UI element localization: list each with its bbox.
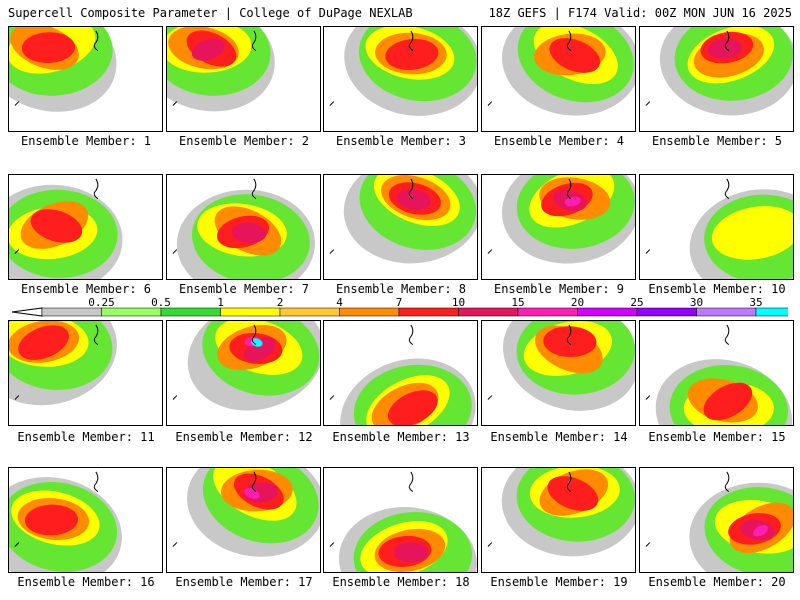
ensemble-member-label: Ensemble Member: 8 <box>335 282 467 296</box>
colorbar-tick-label: 4 <box>336 296 343 309</box>
ensemble-panel-20 <box>639 467 794 573</box>
title-right: 18Z GEFS | F174 Valid: 00Z MON JUN 16 20… <box>488 6 792 20</box>
scp-field-map <box>329 324 476 425</box>
ensemble-member-label: Ensemble Member: 9 <box>493 282 625 296</box>
colorbar <box>12 307 788 317</box>
ensemble-panel-16 <box>8 467 163 573</box>
ensemble-panel-17 <box>166 467 321 573</box>
ensemble-member-label: Ensemble Member: 2 <box>178 134 310 148</box>
colorbar-swatch <box>160 307 221 317</box>
scp-field-map <box>9 178 123 279</box>
scp-field-map <box>9 321 117 406</box>
ensemble-panel-3 <box>323 26 478 132</box>
scp-field-map <box>645 27 793 116</box>
scp-field-map <box>167 27 275 112</box>
scp-field-map <box>487 175 635 264</box>
ensemble-member-label: Ensemble Member: 5 <box>651 134 783 148</box>
scp-field-map <box>487 27 635 116</box>
ensemble-member-label: Ensemble Member: 10 <box>648 282 786 296</box>
ensemble-panel-2 <box>166 26 321 132</box>
ensemble-panel-6 <box>8 174 163 280</box>
colorbar-swatch <box>755 307 788 317</box>
colorbar-swatch <box>339 307 400 317</box>
colorbar-labels: 0.25 0.5 1 2 4 7 10 15 20 25 30 35 <box>0 296 800 309</box>
ensemble-member-label: Ensemble Member: 11 <box>17 430 155 444</box>
ensemble-panel-9 <box>481 174 636 280</box>
ensemble-panel-19 <box>481 467 636 573</box>
colorbar-tick-label: 30 <box>689 296 704 309</box>
ensemble-member-label: Ensemble Member: 14 <box>490 430 628 444</box>
colorbar-tick-label: 1 <box>217 296 224 309</box>
ensemble-panel-14 <box>481 320 636 426</box>
scp-field-map <box>645 324 793 425</box>
scp-field-map <box>329 175 477 264</box>
ensemble-panel-15 <box>639 320 794 426</box>
colorbar-swatch <box>458 307 519 317</box>
ensemble-member-label: Ensemble Member: 18 <box>332 575 470 589</box>
ensemble-member-label: Ensemble Member: 13 <box>332 430 470 444</box>
scp-field-map <box>172 468 320 557</box>
ensemble-member-label: Ensemble Member: 1 <box>20 134 152 148</box>
scp-field-map <box>9 27 117 112</box>
ensemble-member-label: Ensemble Member: 6 <box>20 282 152 296</box>
ensemble-member-label: Ensemble Member: 17 <box>175 575 313 589</box>
colorbar-swatch <box>636 307 697 317</box>
colorbar-tick-label: 35 <box>749 296 763 309</box>
scp-field-map <box>329 471 477 572</box>
colorbar-swatch <box>101 307 162 317</box>
colorbar-tick-label: 0.25 <box>88 296 115 309</box>
scp-field-map <box>329 27 477 116</box>
scp-field-map <box>9 471 122 572</box>
colorbar-tick-label: 10 <box>451 296 466 309</box>
colorbar-swatch <box>279 307 340 317</box>
colorbar-swatch <box>220 307 281 317</box>
ensemble-member-label: Ensemble Member: 15 <box>648 430 786 444</box>
colorbar-swatch <box>398 307 459 317</box>
ensemble-member-label: Ensemble Member: 19 <box>490 575 628 589</box>
colorbar-tick-label: 0.5 <box>151 296 171 309</box>
ensemble-panel-8 <box>323 174 478 280</box>
ensemble-member-label: Ensemble Member: 4 <box>493 134 625 148</box>
ensemble-panel-4 <box>481 26 636 132</box>
colorbar-tick-label: 25 <box>630 296 644 309</box>
colorbar-swatch <box>577 307 638 317</box>
scp-field-map <box>172 321 320 411</box>
scp-field-map <box>487 321 635 411</box>
ensemble-member-label: Ensemble Member: 7 <box>178 282 310 296</box>
ensemble-panel-7 <box>166 174 321 280</box>
ensemble-member-label: Ensemble Member: 16 <box>17 575 155 589</box>
colorbar-swatch <box>517 307 578 317</box>
ensemble-panel-11 <box>8 320 163 426</box>
ensemble-member-label: Ensemble Member: 12 <box>175 430 313 444</box>
title-left: Supercell Composite Parameter | College … <box>8 6 413 20</box>
ensemble-panel-13 <box>323 320 478 426</box>
colorbar-low-arrow <box>12 307 43 317</box>
colorbar-tick-label: 2 <box>276 296 284 309</box>
scp-field-map <box>645 471 793 572</box>
scp-field-map <box>645 178 793 279</box>
ensemble-panel-1 <box>8 26 163 132</box>
ensemble-panel-18 <box>323 467 478 573</box>
colorbar-swatch <box>696 307 757 317</box>
scp-field-map <box>172 178 316 279</box>
ensemble-panel-5 <box>639 26 794 132</box>
scp-field-map <box>487 468 635 557</box>
colorbar-tick-label: 7 <box>395 296 403 309</box>
colorbar-swatch <box>41 307 102 317</box>
ensemble-panel-12 <box>166 320 321 426</box>
colorbar-tick-label: 15 <box>511 296 525 309</box>
colorbar-tick-label: 20 <box>570 296 585 309</box>
ensemble-member-label: Ensemble Member: 20 <box>648 575 786 589</box>
ensemble-panel-10 <box>639 174 794 280</box>
ensemble-member-label: Ensemble Member: 3 <box>335 134 467 148</box>
